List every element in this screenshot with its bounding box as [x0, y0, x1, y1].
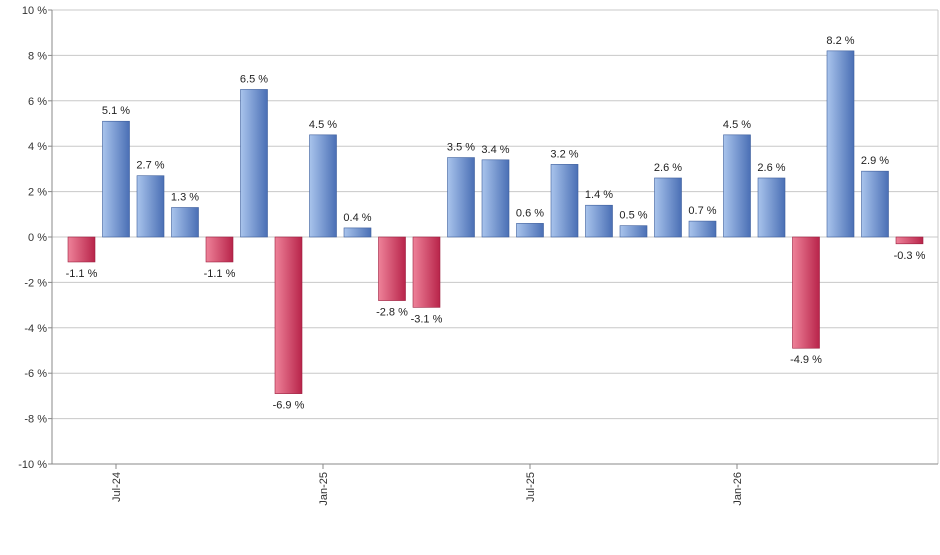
bar-Dec-25 [688, 220, 717, 238]
bar-May-25 [447, 157, 475, 238]
data-label: -0.3 % [894, 250, 926, 262]
bar-Jul-24 [102, 120, 130, 238]
data-label: 4.5 % [723, 119, 751, 131]
data-label: -1.1 % [66, 268, 98, 280]
x-tick-label: Jul-24 [111, 472, 123, 502]
data-label: 6.5 % [240, 73, 268, 85]
y-tick-label: -8 % [24, 414, 47, 426]
bar-Nov-25 [654, 177, 682, 238]
bar-May-26 [861, 170, 889, 238]
data-label: -6.9 % [273, 400, 305, 412]
bar-Sep-24 [171, 207, 199, 238]
bar-Mar-25 [378, 236, 406, 301]
y-tick-label: -6 % [24, 368, 47, 380]
y-tick-label: 4 % [28, 141, 47, 153]
bar-Aug-24 [136, 175, 165, 238]
y-tick-label: -4 % [24, 323, 47, 335]
bar-Apr-26 [826, 50, 855, 238]
bar-Jul-25 [516, 223, 544, 238]
data-label: 8.2 % [826, 35, 854, 47]
bar-Mar-26 [792, 236, 820, 349]
bar-Oct-25 [619, 225, 648, 238]
x-tick-label: Jan-26 [732, 472, 744, 506]
x-tick-label: Jul-25 [525, 472, 537, 502]
data-label: 1.4 % [585, 189, 613, 201]
bar-Jun-25 [481, 159, 510, 238]
bar-Jan-26 [723, 134, 751, 238]
y-tick-label: -2 % [24, 277, 47, 289]
bar-Oct-24 [205, 236, 234, 263]
data-label: 1.3 % [171, 191, 199, 203]
x-tick-label: Jan-25 [318, 472, 330, 506]
y-tick-label: -10 % [18, 459, 47, 471]
y-tick-label: 0 % [28, 232, 47, 244]
data-label: 2.9 % [861, 155, 889, 167]
data-label: -1.1 % [204, 268, 236, 280]
bar-Sep-25 [585, 204, 613, 238]
data-label: -4.9 % [790, 354, 822, 366]
data-label: 4.5 % [309, 119, 337, 131]
bar-Nov-24 [240, 89, 268, 238]
bar-Jan-25 [309, 134, 337, 238]
bar-Feb-25 [343, 227, 372, 238]
bar-Jun-24 [67, 236, 96, 263]
data-label: 3.2 % [550, 148, 578, 160]
bar-Jun-26 [895, 236, 924, 245]
data-label: 2.7 % [136, 160, 164, 172]
y-tick-label: 6 % [28, 96, 47, 108]
y-tick-label: 8 % [28, 50, 47, 62]
bar-Apr-25 [412, 236, 441, 308]
data-label: 5.1 % [102, 105, 130, 117]
data-label: 0.4 % [343, 212, 371, 224]
data-label: 3.4 % [481, 144, 509, 156]
x-axis-ticks: Jul-24 Jan-25 Jul-25 Jan-26 [111, 464, 744, 506]
bar-Dec-24 [274, 236, 303, 394]
data-label: 0.6 % [516, 207, 544, 219]
data-labels: -1.1 % 5.1 % 2.7 % 1.3 % -1.1 % 6.5 % -6.9 % 4.… [66, 35, 926, 412]
data-label: -2.8 % [376, 307, 408, 319]
bar-Feb-26 [757, 177, 786, 238]
y-axis-ticks: 10 % 8 % 6 % 4 % 2 % 0 % -2 % -4 % -6 % -8 % -10 % [18, 5, 52, 471]
data-label: 2.6 % [654, 162, 682, 174]
y-tick-label: 2 % [28, 187, 47, 199]
bars [67, 50, 924, 394]
data-label: 2.6 % [757, 162, 785, 174]
data-label: 0.7 % [688, 205, 716, 217]
data-label: 0.5 % [619, 210, 647, 222]
data-label: -3.1 % [411, 313, 443, 325]
bar-Aug-25 [550, 164, 579, 238]
y-tick-label: 10 % [22, 5, 47, 17]
data-label: 3.5 % [447, 142, 475, 154]
